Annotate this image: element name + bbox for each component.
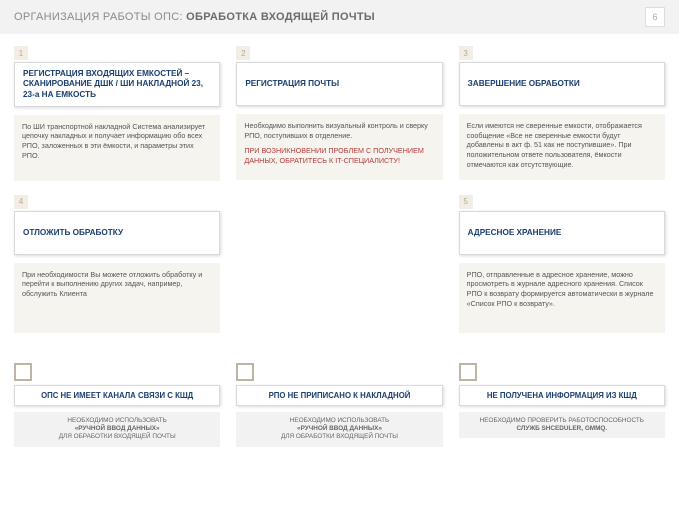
- footer-marker: [236, 363, 254, 381]
- footer-line2: ДЛЯ ОБРАБОТКИ ВХОДЯЩЕЙ ПОЧТЫ: [281, 433, 398, 440]
- footer-col-3: НЕ ПОЛУЧЕНА ИНФОРМАЦИЯ ИЗ КШД НЕОБХОДИМО…: [459, 363, 665, 447]
- footer-head: НЕ ПОЛУЧЕНА ИНФОРМАЦИЯ ИЗ КШД: [459, 385, 665, 406]
- footer-body: НЕОБХОДИМО ИСПОЛЬЗОВАТЬ «РУЧНОЙ ВВОД ДАН…: [236, 412, 442, 447]
- step-title: ОТЛОЖИТЬ ОБРАБОТКУ: [14, 211, 220, 255]
- step-card-3: 3 ЗАВЕРШЕНИЕ ОБРАБОТКИ Если имеются не с…: [459, 46, 665, 181]
- step-number: 3: [459, 46, 473, 60]
- footer-em: СЛУЖБ SHCEDULER, GMMQ.: [516, 425, 607, 432]
- step-number: 5: [459, 195, 473, 209]
- step-body: При необходимости Вы можете отложить обр…: [14, 263, 220, 333]
- step-card-5: 5 АДРЕСНОЕ ХРАНЕНИЕ РПО, отправленные в …: [459, 195, 665, 333]
- footer-row: ОПС НЕ ИМЕЕТ КАНАЛА СВЯЗИ С КШД НЕОБХОДИ…: [0, 359, 679, 457]
- step-number: 2: [236, 46, 250, 60]
- steps-row-1: 1 РЕГИСТРАЦИЯ ВХОДЯЩИХ ЕМКОСТЕЙ – СКАНИР…: [14, 46, 665, 181]
- step-number: 4: [14, 195, 28, 209]
- footer-line2: ДЛЯ ОБРАБОТКИ ВХОДЯЩЕЙ ПОЧТЫ: [59, 433, 176, 440]
- step-title: ЗАВЕРШЕНИЕ ОБРАБОТКИ: [459, 62, 665, 106]
- footer-marker: [14, 363, 32, 381]
- page-number: 6: [645, 7, 665, 27]
- footer-em: «РУЧНОЙ ВВОД ДАННЫХ»: [297, 425, 382, 432]
- footer-col-2: РПО НЕ ПРИПИСАНО К НАКЛАДНОЙ НЕОБХОДИМО …: [236, 363, 442, 447]
- title-prefix: ОРГАНИЗАЦИЯ РАБОТЫ ОПС:: [14, 11, 186, 23]
- footer-body: НЕОБХОДИМО ПРОВЕРИТЬ РАБОТОСПОСОБНОСТЬ С…: [459, 412, 665, 439]
- step-title: АДРЕСНОЕ ХРАНЕНИЕ: [459, 211, 665, 255]
- step-body: Если имеются не сверенные емкости, отобр…: [459, 114, 665, 180]
- step-card-1: 1 РЕГИСТРАЦИЯ ВХОДЯЩИХ ЕМКОСТЕЙ – СКАНИР…: [14, 46, 220, 181]
- step-card-4: 4 ОТЛОЖИТЬ ОБРАБОТКУ При необходимости В…: [14, 195, 220, 333]
- step-number: 1: [14, 46, 28, 60]
- footer-marker: [459, 363, 477, 381]
- step-body: По ШИ транспортной накладной Система ана…: [14, 115, 220, 181]
- main-content: 1 РЕГИСТРАЦИЯ ВХОДЯЩИХ ЕМКОСТЕЙ – СКАНИР…: [0, 34, 679, 353]
- footer-body: НЕОБХОДИМО ИСПОЛЬЗОВАТЬ «РУЧНОЙ ВВОД ДАН…: [14, 412, 220, 447]
- step-body: РПО, отправленные в адресное хранение, м…: [459, 263, 665, 333]
- step-title: РЕГИСТРАЦИЯ ВХОДЯЩИХ ЕМКОСТЕЙ – СКАНИРОВ…: [14, 62, 220, 107]
- page-title: ОРГАНИЗАЦИЯ РАБОТЫ ОПС: ОБРАБОТКА ВХОДЯЩ…: [14, 11, 375, 23]
- step-body: Необходимо выполнить визуальный контроль…: [236, 114, 442, 180]
- step-card-2: 2 РЕГИСТРАЦИЯ ПОЧТЫ Необходимо выполнить…: [236, 46, 442, 181]
- footer-line1: НЕОБХОДИМО ИСПОЛЬЗОВАТЬ: [290, 417, 389, 424]
- step-warning: ПРИ ВОЗНИКНОВЕНИИ ПРОБЛЕМ С ПОЛУЧЕНИЕМ Д…: [244, 146, 434, 165]
- page-header: ОРГАНИЗАЦИЯ РАБОТЫ ОПС: ОБРАБОТКА ВХОДЯЩ…: [0, 0, 679, 34]
- step-title: РЕГИСТРАЦИЯ ПОЧТЫ: [236, 62, 442, 106]
- footer-col-1: ОПС НЕ ИМЕЕТ КАНАЛА СВЯЗИ С КШД НЕОБХОДИ…: [14, 363, 220, 447]
- footer-head: ОПС НЕ ИМЕЕТ КАНАЛА СВЯЗИ С КШД: [14, 385, 220, 406]
- steps-row-2: 4 ОТЛОЖИТЬ ОБРАБОТКУ При необходимости В…: [14, 195, 665, 333]
- footer-head: РПО НЕ ПРИПИСАНО К НАКЛАДНОЙ: [236, 385, 442, 406]
- step-body-text: Необходимо выполнить визуальный контроль…: [244, 121, 434, 140]
- footer-line1: НЕОБХОДИМО ИСПОЛЬЗОВАТЬ: [67, 417, 166, 424]
- title-bold: ОБРАБОТКА ВХОДЯЩЕЙ ПОЧТЫ: [186, 11, 375, 23]
- footer-em: «РУЧНОЙ ВВОД ДАННЫХ»: [75, 425, 160, 432]
- footer-line1: НЕОБХОДИМО ПРОВЕРИТЬ РАБОТОСПОСОБНОСТЬ: [480, 417, 644, 424]
